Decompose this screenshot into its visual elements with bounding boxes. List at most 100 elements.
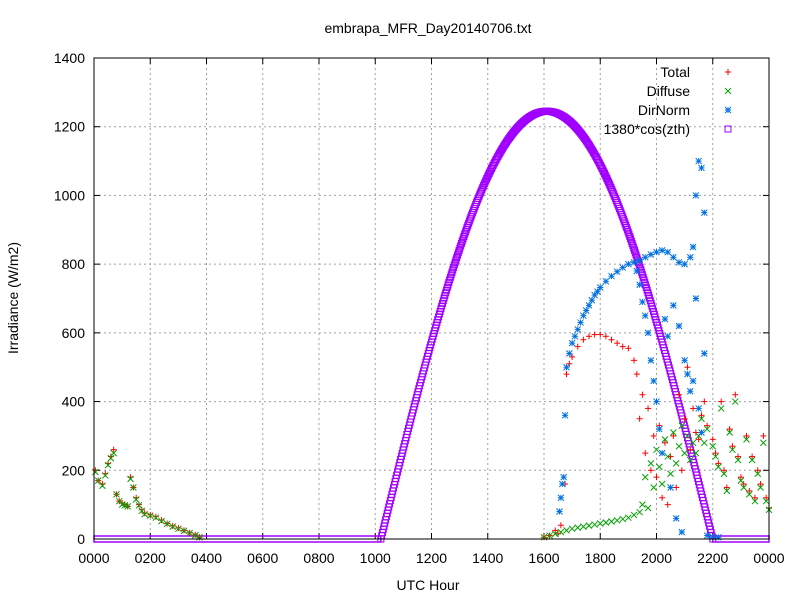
data-point xyxy=(670,432,677,439)
data-point xyxy=(574,343,581,350)
data-point xyxy=(754,467,761,474)
y-axis-label: Irradiance (W/m2) xyxy=(5,242,21,354)
data-point xyxy=(700,350,708,357)
data-point xyxy=(673,484,680,491)
data-point xyxy=(703,425,711,433)
data-point xyxy=(569,353,576,360)
data-point xyxy=(658,247,666,254)
data-point xyxy=(715,463,722,471)
data-point xyxy=(678,528,686,536)
data-point xyxy=(695,436,702,443)
data-point xyxy=(712,450,719,457)
data-point xyxy=(672,515,680,522)
data-point xyxy=(757,481,764,488)
legend-marker xyxy=(725,69,731,75)
data-point xyxy=(623,224,631,232)
data-point xyxy=(689,439,697,447)
x-tick-label: 0600 xyxy=(247,550,278,566)
data-point xyxy=(698,415,705,423)
data-point xyxy=(110,449,118,457)
data-point xyxy=(557,494,565,502)
data-point xyxy=(568,339,576,347)
data-point xyxy=(726,429,733,436)
data-point xyxy=(731,398,739,405)
legend-marker xyxy=(724,125,732,133)
data-point xyxy=(141,510,148,518)
series-2 xyxy=(556,157,722,541)
series-0 xyxy=(92,331,772,541)
data-point xyxy=(664,248,672,256)
x-tick-label: 1400 xyxy=(472,550,503,566)
x-tick-label: 1800 xyxy=(585,550,616,566)
data-point xyxy=(695,157,703,165)
data-point xyxy=(684,432,691,440)
data-point xyxy=(169,523,177,530)
data-point xyxy=(127,475,134,483)
data-point xyxy=(461,230,469,238)
data-point xyxy=(585,522,593,529)
data-point xyxy=(596,520,604,527)
data-point xyxy=(630,244,638,252)
data-point xyxy=(175,525,182,533)
data-point xyxy=(463,224,471,232)
data-point xyxy=(457,242,465,250)
data-point xyxy=(653,446,660,454)
data-point xyxy=(655,463,663,471)
data-point xyxy=(555,530,562,537)
data-point xyxy=(580,523,587,530)
data-point xyxy=(729,443,736,450)
data-point xyxy=(700,209,708,216)
data-point xyxy=(477,187,485,195)
data-point xyxy=(647,251,655,258)
data-point xyxy=(453,254,461,262)
data-point xyxy=(746,487,753,494)
data-point xyxy=(734,456,742,464)
data-point xyxy=(675,442,683,450)
data-point xyxy=(580,312,587,320)
data-point xyxy=(704,422,711,429)
data-point xyxy=(594,288,601,295)
data-point xyxy=(703,532,711,539)
legend-marker xyxy=(724,106,732,114)
data-point xyxy=(631,357,637,364)
data-point xyxy=(647,467,654,474)
data-point xyxy=(558,480,566,488)
x-tick-label: 0400 xyxy=(191,550,222,566)
chart-title: embrapa_MFR_Day20140706.txt xyxy=(324,20,531,36)
data-point xyxy=(658,480,666,488)
data-point xyxy=(563,363,570,371)
data-point xyxy=(692,192,700,199)
x-tick-label: 0200 xyxy=(135,550,166,566)
y-tick-label: 1200 xyxy=(54,119,85,135)
data-point xyxy=(751,497,759,505)
legend-label: DirNorm xyxy=(638,102,690,118)
data-point xyxy=(636,415,643,422)
data-point xyxy=(577,319,584,326)
data-point xyxy=(670,429,677,436)
data-point xyxy=(619,515,627,523)
data-point xyxy=(720,470,728,478)
data-point xyxy=(565,350,573,357)
x-tick-label: 2000 xyxy=(641,550,672,566)
data-point xyxy=(698,412,705,419)
data-point xyxy=(461,228,469,236)
data-point xyxy=(678,467,685,474)
data-point xyxy=(566,360,573,367)
data-point xyxy=(658,449,666,457)
data-point xyxy=(568,525,576,533)
data-point xyxy=(99,482,106,490)
y-tick-label: 800 xyxy=(62,256,86,272)
data-point xyxy=(449,266,457,274)
data-point xyxy=(596,284,604,291)
data-point xyxy=(687,446,694,453)
data-point xyxy=(451,258,459,266)
legend-marker xyxy=(724,87,732,95)
data-point xyxy=(692,295,700,302)
data-point xyxy=(163,520,171,528)
data-point xyxy=(462,226,470,234)
data-point xyxy=(681,356,688,364)
data-point xyxy=(641,473,649,481)
data-point xyxy=(455,246,463,254)
data-point xyxy=(613,268,621,276)
y-tick-label: 200 xyxy=(62,462,86,478)
